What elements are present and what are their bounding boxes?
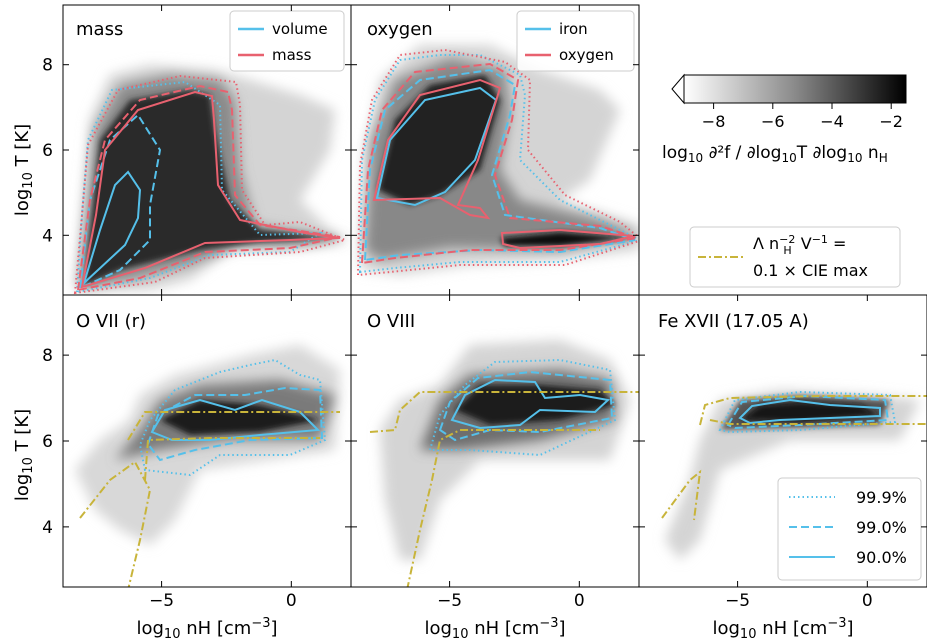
x-tick-label: −5	[725, 591, 750, 611]
level-990: 99.0%	[856, 518, 907, 537]
x-tick-label: −5	[149, 591, 174, 611]
level-900: 90.0%	[856, 548, 907, 567]
xlabel-d: log10 nH [cm−3]	[424, 616, 565, 642]
ylabel-top: log10 T [K]	[12, 124, 36, 216]
legend-mass: volume mass	[229, 10, 345, 72]
colorbar-label: log10 ∂²f / ∂log10T ∂log10 nH	[662, 143, 888, 165]
panel-o7r: O VII (r)	[62, 294, 352, 588]
y-tick-label: 4	[42, 518, 53, 538]
y-tick-label: 6	[42, 141, 53, 161]
y-tick-label: 4	[42, 226, 53, 246]
panel-mass: mass volume mass	[62, 4, 352, 296]
heatmap-o8	[369, 340, 639, 587]
y-tick-label: 6	[42, 432, 53, 452]
legend-entry-oxygen: oxygen	[559, 46, 614, 64]
y-tick-label: 8	[42, 346, 53, 366]
x-tick-label: 0	[574, 591, 585, 611]
level-legend: 99.9% 99.0% 90.0%	[777, 477, 922, 581]
panel-o8: O VIII	[350, 294, 640, 588]
panel-label-fe17: Fe XVII (17.05 A)	[658, 311, 809, 332]
level-999: 99.9%	[856, 488, 907, 507]
ylabel-bottom: log10 T [K]	[12, 409, 36, 501]
panel-label-mass: mass	[76, 19, 123, 40]
colorbar-tick-label: −4	[820, 112, 844, 131]
x-tick-label: 0	[862, 591, 873, 611]
heatmap-oxygen	[356, 45, 639, 277]
colorbar-tick-label: −2	[879, 112, 903, 131]
colorbar: −8 −6 −4 −2 log10 ∂²f / ∂log10T ∂log10 nH	[662, 73, 907, 165]
cie-legend-line2: 0.1 × CIE max	[753, 261, 868, 280]
colorbar-tick-label: −8	[702, 112, 726, 131]
x-tick-label: 0	[286, 591, 297, 611]
panel-label-oxygen: oxygen	[367, 19, 433, 40]
heatmap-mass	[73, 65, 350, 295]
colorbar-tick-label: −6	[761, 112, 785, 131]
colorbar-ticks: −8 −6 −4 −2	[702, 103, 903, 131]
panel-label-o8: O VIII	[367, 311, 415, 332]
panel-fe17: Fe XVII (17.05 A) 99.9% 99.0% 90.0%	[638, 294, 927, 588]
legend-entry-mass: mass	[272, 46, 312, 64]
panel-oxygen: oxygen iron oxygen	[350, 4, 640, 296]
heatmap-o7r	[75, 345, 340, 587]
xlabel-e: log10 nH [cm−3]	[712, 616, 853, 642]
legend-entry-volume: volume	[272, 20, 328, 38]
heatmap-fe17	[661, 390, 927, 560]
xlabel-c: log10 nH [cm−3]	[136, 616, 277, 642]
cie-legend: Λ n−2 H V−1 = 0.1 × CIE max	[689, 226, 901, 288]
panel-label-o7r: O VII (r)	[76, 311, 146, 332]
legend-oxygen: iron oxygen	[516, 10, 635, 72]
axes: 4 6 8 −5 0 4 6 8 −5 0 −5 0	[42, 5, 927, 611]
legend-entry-iron: iron	[559, 20, 588, 38]
y-tick-label: 8	[42, 56, 53, 76]
x-tick-label: −5	[437, 591, 462, 611]
